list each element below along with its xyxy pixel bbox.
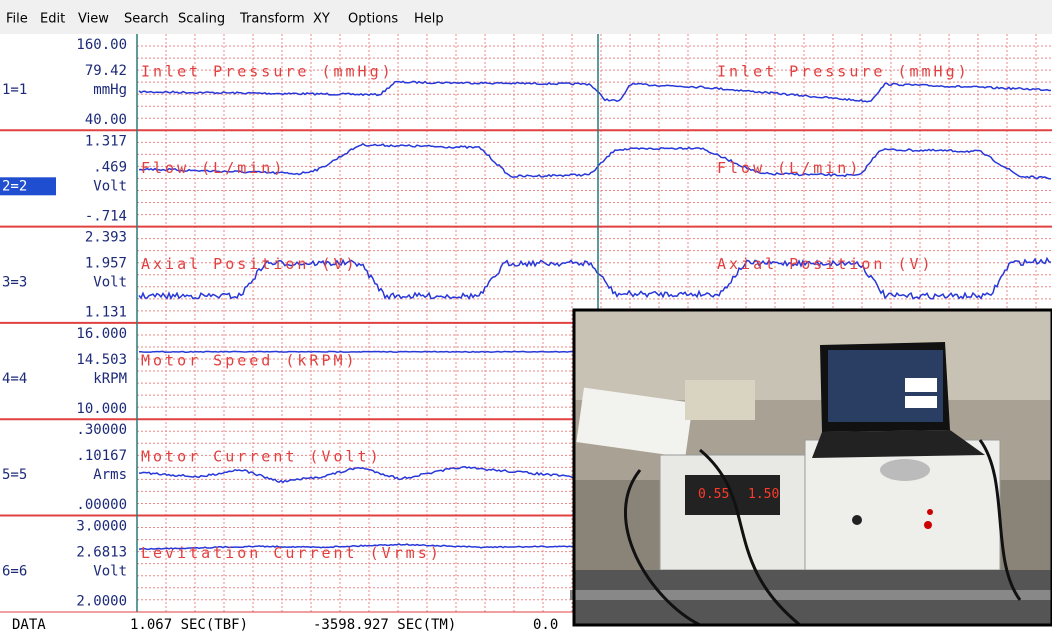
menu-item[interactable]: View [78, 12, 109, 27]
svg-text:0.55: 0.55 [698, 487, 729, 502]
scale-current: 14.503 [76, 352, 127, 368]
scale-top: 16.000 [76, 326, 127, 342]
scale-bottom: .00000 [76, 497, 127, 513]
channel-id[interactable]: 1=1 [2, 82, 27, 98]
scale-current: 79.42 [85, 63, 127, 79]
unit: Arms [93, 467, 127, 483]
status-extra: 0.0 [533, 617, 558, 633]
menu-item[interactable]: Help [414, 12, 444, 27]
menu-item[interactable]: Edit [40, 12, 65, 27]
unit: Volt [93, 275, 127, 291]
scale-top: 2.393 [85, 230, 127, 246]
trace-title-repeat: Flow (L/min) [717, 159, 861, 177]
trace-title: Inlet Pressure (mmHg) [141, 63, 394, 81]
trace-title: Levitation Current (Vrms) [141, 544, 442, 562]
menu-item[interactable]: Transform [239, 12, 305, 27]
trace-title: Flow (L/min) [141, 159, 285, 177]
unit: mmHg [93, 82, 127, 98]
unit: kRPM [93, 371, 127, 387]
menu-item[interactable]: Scaling [178, 12, 225, 27]
scale-current: 1.957 [85, 256, 127, 272]
menu-item[interactable]: Search [124, 12, 169, 27]
trace-title-repeat: Inlet Pressure (mmHg) [717, 63, 970, 81]
scale-current: .10167 [76, 448, 127, 464]
scale-bottom: 10.000 [76, 401, 127, 417]
status-mode: DATA [12, 617, 46, 633]
scale-bottom: 2.0000 [76, 594, 127, 610]
scale-top: 3.0000 [76, 519, 127, 535]
scale-bottom: 1.131 [85, 305, 127, 321]
trace-title-repeat: Axial Position (V) [717, 255, 934, 273]
menu-item[interactable]: File [6, 12, 28, 27]
scale-top: 160.00 [76, 37, 127, 53]
channel-id[interactable]: 5=5 [2, 467, 27, 483]
scale-bottom: -.714 [85, 208, 127, 224]
menu-item[interactable]: Options [348, 12, 398, 27]
photo-inset: 0.55 1.50 [570, 310, 1052, 625]
trace-title: Motor Current (Volt) [141, 448, 382, 466]
trace-title: Motor Speed (kRPM) [141, 351, 358, 369]
status-tbf: 1.067 SEC(TBF) [130, 617, 248, 633]
scale-top: .30000 [76, 422, 127, 438]
app-window: File Edit View Search Scaling Transform XY Opti… [0, 0, 1052, 635]
scale-top: 1.317 [85, 133, 127, 149]
unit: Volt [93, 564, 127, 580]
scale-current: 2.6813 [76, 545, 127, 561]
menu-item[interactable]: XY [313, 12, 330, 27]
channel-id[interactable]: 2=2 [2, 178, 27, 194]
unit: Volt [93, 178, 127, 194]
status-tm: -3598.927 SEC(TM) [313, 617, 456, 633]
channel-id[interactable]: 6=6 [2, 564, 27, 580]
scale-current: .469 [93, 159, 127, 175]
channel-id[interactable]: 3=3 [2, 275, 27, 291]
svg-text:1.50: 1.50 [748, 487, 779, 502]
trace-title: Axial Position (V) [141, 255, 358, 273]
scale-bottom: 40.00 [85, 112, 127, 128]
channel-id[interactable]: 4=4 [2, 371, 27, 387]
